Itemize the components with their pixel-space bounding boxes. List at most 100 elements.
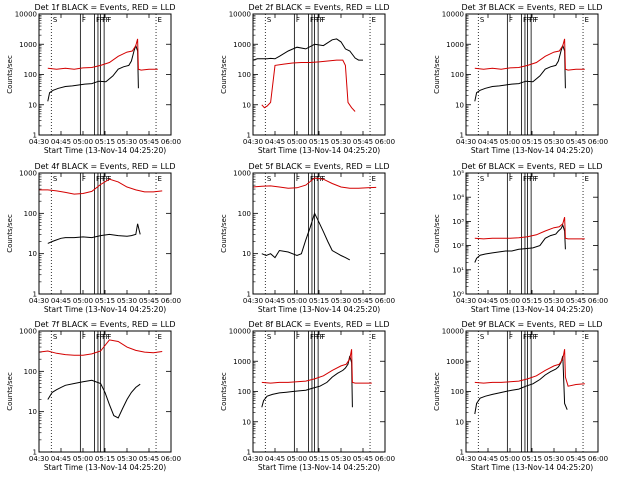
event-label: F	[82, 175, 86, 183]
x-tick-label: 05:45	[353, 297, 373, 305]
x-tick-label: 05:30	[117, 455, 137, 463]
x-axis-label: Start Time (13-Nov-14 04:25:20)	[258, 146, 380, 155]
event-label: F	[316, 16, 320, 24]
plot-frame	[252, 13, 386, 136]
x-tick-label: 06:00	[588, 297, 608, 305]
lld-series-line	[474, 38, 585, 71]
y-tick-label: 1	[33, 449, 37, 457]
event-label: F	[533, 175, 537, 183]
event-label: F	[529, 175, 533, 183]
y-axis-label: Counts/sec	[433, 214, 441, 253]
y-axis-label: Counts/sec	[220, 214, 228, 253]
plot-frame	[465, 330, 599, 453]
x-tick-label: 04:30	[243, 138, 263, 146]
x-tick-label: 05:00	[287, 455, 307, 463]
y-tick-label: 10¹	[452, 266, 464, 274]
plot-frame	[465, 172, 599, 295]
event-label: F	[533, 16, 537, 24]
x-tick-label: 05:00	[287, 138, 307, 146]
y-axis-label: Counts/sec	[6, 372, 14, 411]
x-tick-label: 05:30	[331, 138, 351, 146]
x-tick-label: 06:00	[161, 455, 181, 463]
event-label: S	[480, 16, 485, 24]
x-axis-label: Start Time (13-Nov-14 04:25:20)	[258, 463, 380, 472]
event-label: S	[480, 175, 485, 183]
x-tick-label: 04:45	[265, 297, 285, 305]
event-label: E	[372, 16, 376, 24]
x-tick-label: 05:00	[500, 297, 520, 305]
event-label: F	[534, 333, 538, 341]
lld-series-line	[261, 59, 356, 112]
x-tick-label: 04:45	[478, 297, 498, 305]
y-tick-label: 10⁴	[452, 194, 464, 202]
events-series-line	[474, 355, 568, 415]
y-tick-label: 1	[247, 449, 251, 457]
x-tick-label: 05:15	[522, 455, 542, 463]
lld-series-line	[39, 339, 163, 356]
lld-series-line	[39, 178, 163, 195]
y-tick-label: 10⁵	[452, 170, 464, 178]
event-label: F	[523, 333, 527, 341]
event-label: F	[509, 333, 513, 341]
x-tick-label: 06:00	[588, 455, 608, 463]
y-tick-label: 10000	[15, 11, 37, 19]
y-tick-label: 10²	[452, 242, 464, 250]
y-tick-label: 1000	[233, 358, 251, 366]
event-label: F	[526, 175, 530, 183]
y-tick-label: 10	[242, 101, 251, 109]
x-tick-label: 05:00	[73, 138, 93, 146]
panel-title: Det 4f BLACK = Events, RED = LLD	[34, 162, 175, 171]
y-tick-label: 10⁰	[452, 291, 464, 299]
event-label: F	[96, 333, 100, 341]
x-tick-label: 05:00	[500, 455, 520, 463]
event-label: F	[316, 333, 320, 341]
event-label: F	[99, 333, 103, 341]
panel-title: Det 7f BLACK = Events, RED = LLD	[34, 320, 175, 329]
event-label: F	[534, 175, 538, 183]
x-tick-label: 04:45	[51, 138, 71, 146]
x-tick-label: 04:30	[456, 297, 476, 305]
lld-series-line	[261, 349, 372, 384]
event-label: E	[372, 175, 376, 183]
x-tick-label: 05:30	[117, 138, 137, 146]
event-label: F	[99, 16, 103, 24]
y-tick-label: 10	[455, 101, 464, 109]
y-axis-label: Counts/sec	[433, 372, 441, 411]
event-label: F	[509, 175, 513, 183]
y-tick-label: 10	[28, 101, 37, 109]
event-label: F	[526, 333, 530, 341]
x-tick-label: 05:45	[566, 138, 586, 146]
x-tick-label: 06:00	[161, 297, 181, 305]
x-axis-label: Start Time (13-Nov-14 04:25:20)	[471, 146, 593, 155]
y-tick-label: 10	[242, 250, 251, 258]
event-label: F	[523, 175, 527, 183]
x-tick-label: 05:15	[522, 297, 542, 305]
event-label: S	[267, 16, 272, 24]
y-tick-label: 10000	[229, 328, 251, 336]
x-tick-label: 04:45	[265, 455, 285, 463]
x-tick-label: 05:15	[309, 138, 329, 146]
x-tick-label: 05:45	[566, 297, 586, 305]
y-tick-label: 1000	[19, 170, 37, 178]
event-label: F	[533, 333, 537, 341]
y-tick-label: 100	[24, 368, 37, 376]
event-label: S	[267, 175, 272, 183]
x-tick-label: 05:45	[353, 455, 373, 463]
event-label: F	[310, 333, 314, 341]
x-axis-label: Start Time (13-Nov-14 04:25:20)	[471, 463, 593, 472]
event-label: E	[158, 16, 162, 24]
event-label: F	[106, 175, 110, 183]
y-tick-label: 1000	[19, 328, 37, 336]
y-axis-label: Counts/sec	[433, 55, 441, 94]
y-tick-label: 100	[24, 71, 37, 79]
event-label: S	[53, 333, 58, 341]
event-label: F	[99, 175, 103, 183]
x-tick-label: 05:45	[353, 138, 373, 146]
event-label: F	[321, 16, 325, 24]
x-tick-label: 06:00	[161, 138, 181, 146]
x-axis-label: Start Time (13-Nov-14 04:25:20)	[471, 305, 593, 314]
